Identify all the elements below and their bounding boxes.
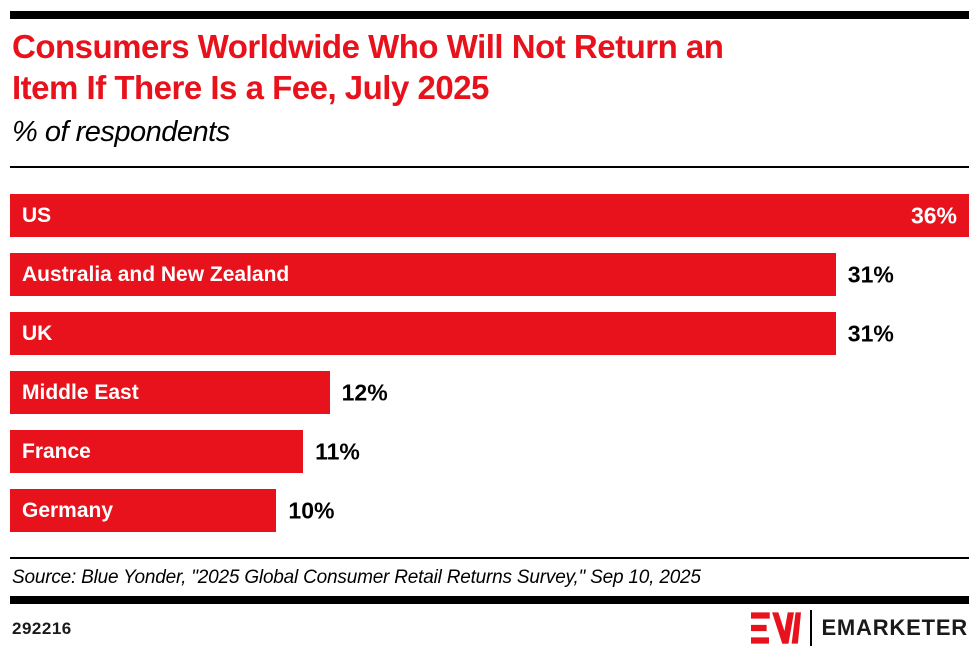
footer-rule xyxy=(10,596,969,604)
bar-chart: US 36% 31% Australia and New Zealand 31% UK 12… xyxy=(10,194,969,548)
brand-name: EMARKETER xyxy=(821,615,968,640)
emarketer-em-logo-icon xyxy=(751,612,802,644)
bar-value-label: 31% xyxy=(847,320,894,346)
bar-category-label: France xyxy=(22,439,91,463)
source-rule xyxy=(10,557,969,559)
bar-row: 12% Middle East xyxy=(10,371,969,414)
bar-row: 10% Germany xyxy=(10,489,969,532)
bar: Australia and New Zealand xyxy=(10,253,836,296)
brand-divider xyxy=(810,610,813,646)
subtitle-rule xyxy=(10,166,969,168)
bar-value-label: 11% xyxy=(315,438,360,464)
bar: France xyxy=(10,430,304,473)
bar: Germany xyxy=(10,489,277,532)
bar-value-label: 31% xyxy=(847,261,894,287)
top-rule xyxy=(10,11,969,19)
bar-row: 31% UK xyxy=(10,312,969,355)
chart-title-line2: Item If There Is a Fee, July 2025 xyxy=(12,69,489,106)
bar-category-label: Australia and New Zealand xyxy=(22,262,290,286)
chart-title: Consumers Worldwide Who Will Not Return … xyxy=(12,26,942,108)
bar-category-label: Middle East xyxy=(22,380,139,404)
bar-row: US 36% xyxy=(10,194,969,237)
bar-category-label: US xyxy=(22,203,52,227)
bar-row: 31% Australia and New Zealand xyxy=(10,253,969,296)
source-note: Source: Blue Yonder, "2025 Global Consum… xyxy=(12,567,701,588)
chart-subtitle: % of respondents xyxy=(12,116,230,148)
bar: Middle East xyxy=(10,371,330,414)
bar-value-label: 12% xyxy=(341,379,388,405)
bar-value-label: 10% xyxy=(288,497,335,523)
chart-id: 292216 xyxy=(12,619,72,638)
bar: US 36% xyxy=(10,194,969,237)
chart-title-line1: Consumers Worldwide Who Will Not Return … xyxy=(12,28,724,65)
bar-value-label: 36% xyxy=(910,202,957,228)
bar-row: 11% France xyxy=(10,430,969,473)
brand-lockup: EMARKETER xyxy=(751,608,968,648)
bar-category-label: UK xyxy=(22,321,53,345)
bar: UK xyxy=(10,312,836,355)
bar-category-label: Germany xyxy=(22,498,114,522)
